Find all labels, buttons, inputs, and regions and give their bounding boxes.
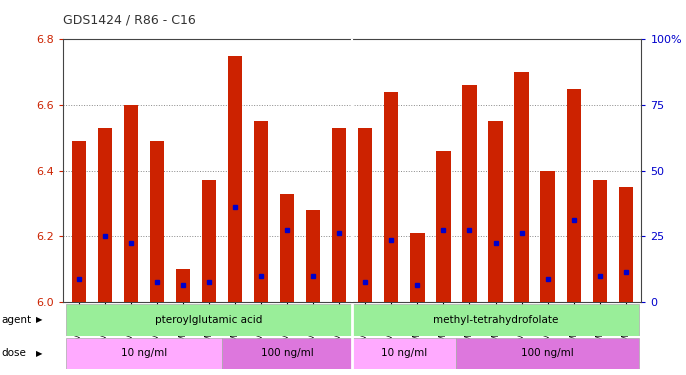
- Bar: [384, 92, 399, 302]
- Bar: [254, 122, 268, 302]
- Text: 100 ng/ml: 100 ng/ml: [521, 348, 574, 358]
- Bar: [150, 141, 164, 302]
- Bar: [332, 128, 346, 302]
- Text: GDS1424 / R86 - C16: GDS1424 / R86 - C16: [63, 13, 196, 26]
- Bar: [410, 233, 425, 302]
- Bar: [567, 88, 581, 302]
- Text: dose: dose: [1, 348, 26, 358]
- Bar: [280, 194, 294, 302]
- Bar: [71, 141, 86, 302]
- Bar: [541, 171, 555, 302]
- Bar: [306, 210, 320, 302]
- Bar: [456, 338, 639, 369]
- Bar: [358, 128, 372, 302]
- Text: 100 ng/ml: 100 ng/ml: [261, 348, 314, 358]
- Bar: [462, 85, 477, 302]
- Bar: [514, 72, 529, 302]
- Text: ▶: ▶: [36, 315, 42, 324]
- Bar: [176, 269, 190, 302]
- Bar: [228, 56, 242, 302]
- Bar: [97, 128, 112, 302]
- Bar: [66, 338, 222, 369]
- Text: agent: agent: [1, 315, 32, 325]
- Bar: [619, 187, 633, 302]
- Bar: [222, 338, 353, 369]
- Text: 10 ng/ml: 10 ng/ml: [381, 348, 427, 358]
- Bar: [593, 180, 607, 302]
- Text: 10 ng/ml: 10 ng/ml: [121, 348, 167, 358]
- Bar: [353, 304, 639, 336]
- Bar: [488, 122, 503, 302]
- Bar: [123, 105, 138, 302]
- Bar: [436, 151, 451, 302]
- Bar: [66, 304, 353, 336]
- Bar: [353, 338, 456, 369]
- Text: pteroylglutamic acid: pteroylglutamic acid: [155, 315, 263, 325]
- Text: ▶: ▶: [36, 349, 42, 358]
- Bar: [202, 180, 216, 302]
- Text: methyl-tetrahydrofolate: methyl-tetrahydrofolate: [433, 315, 558, 325]
